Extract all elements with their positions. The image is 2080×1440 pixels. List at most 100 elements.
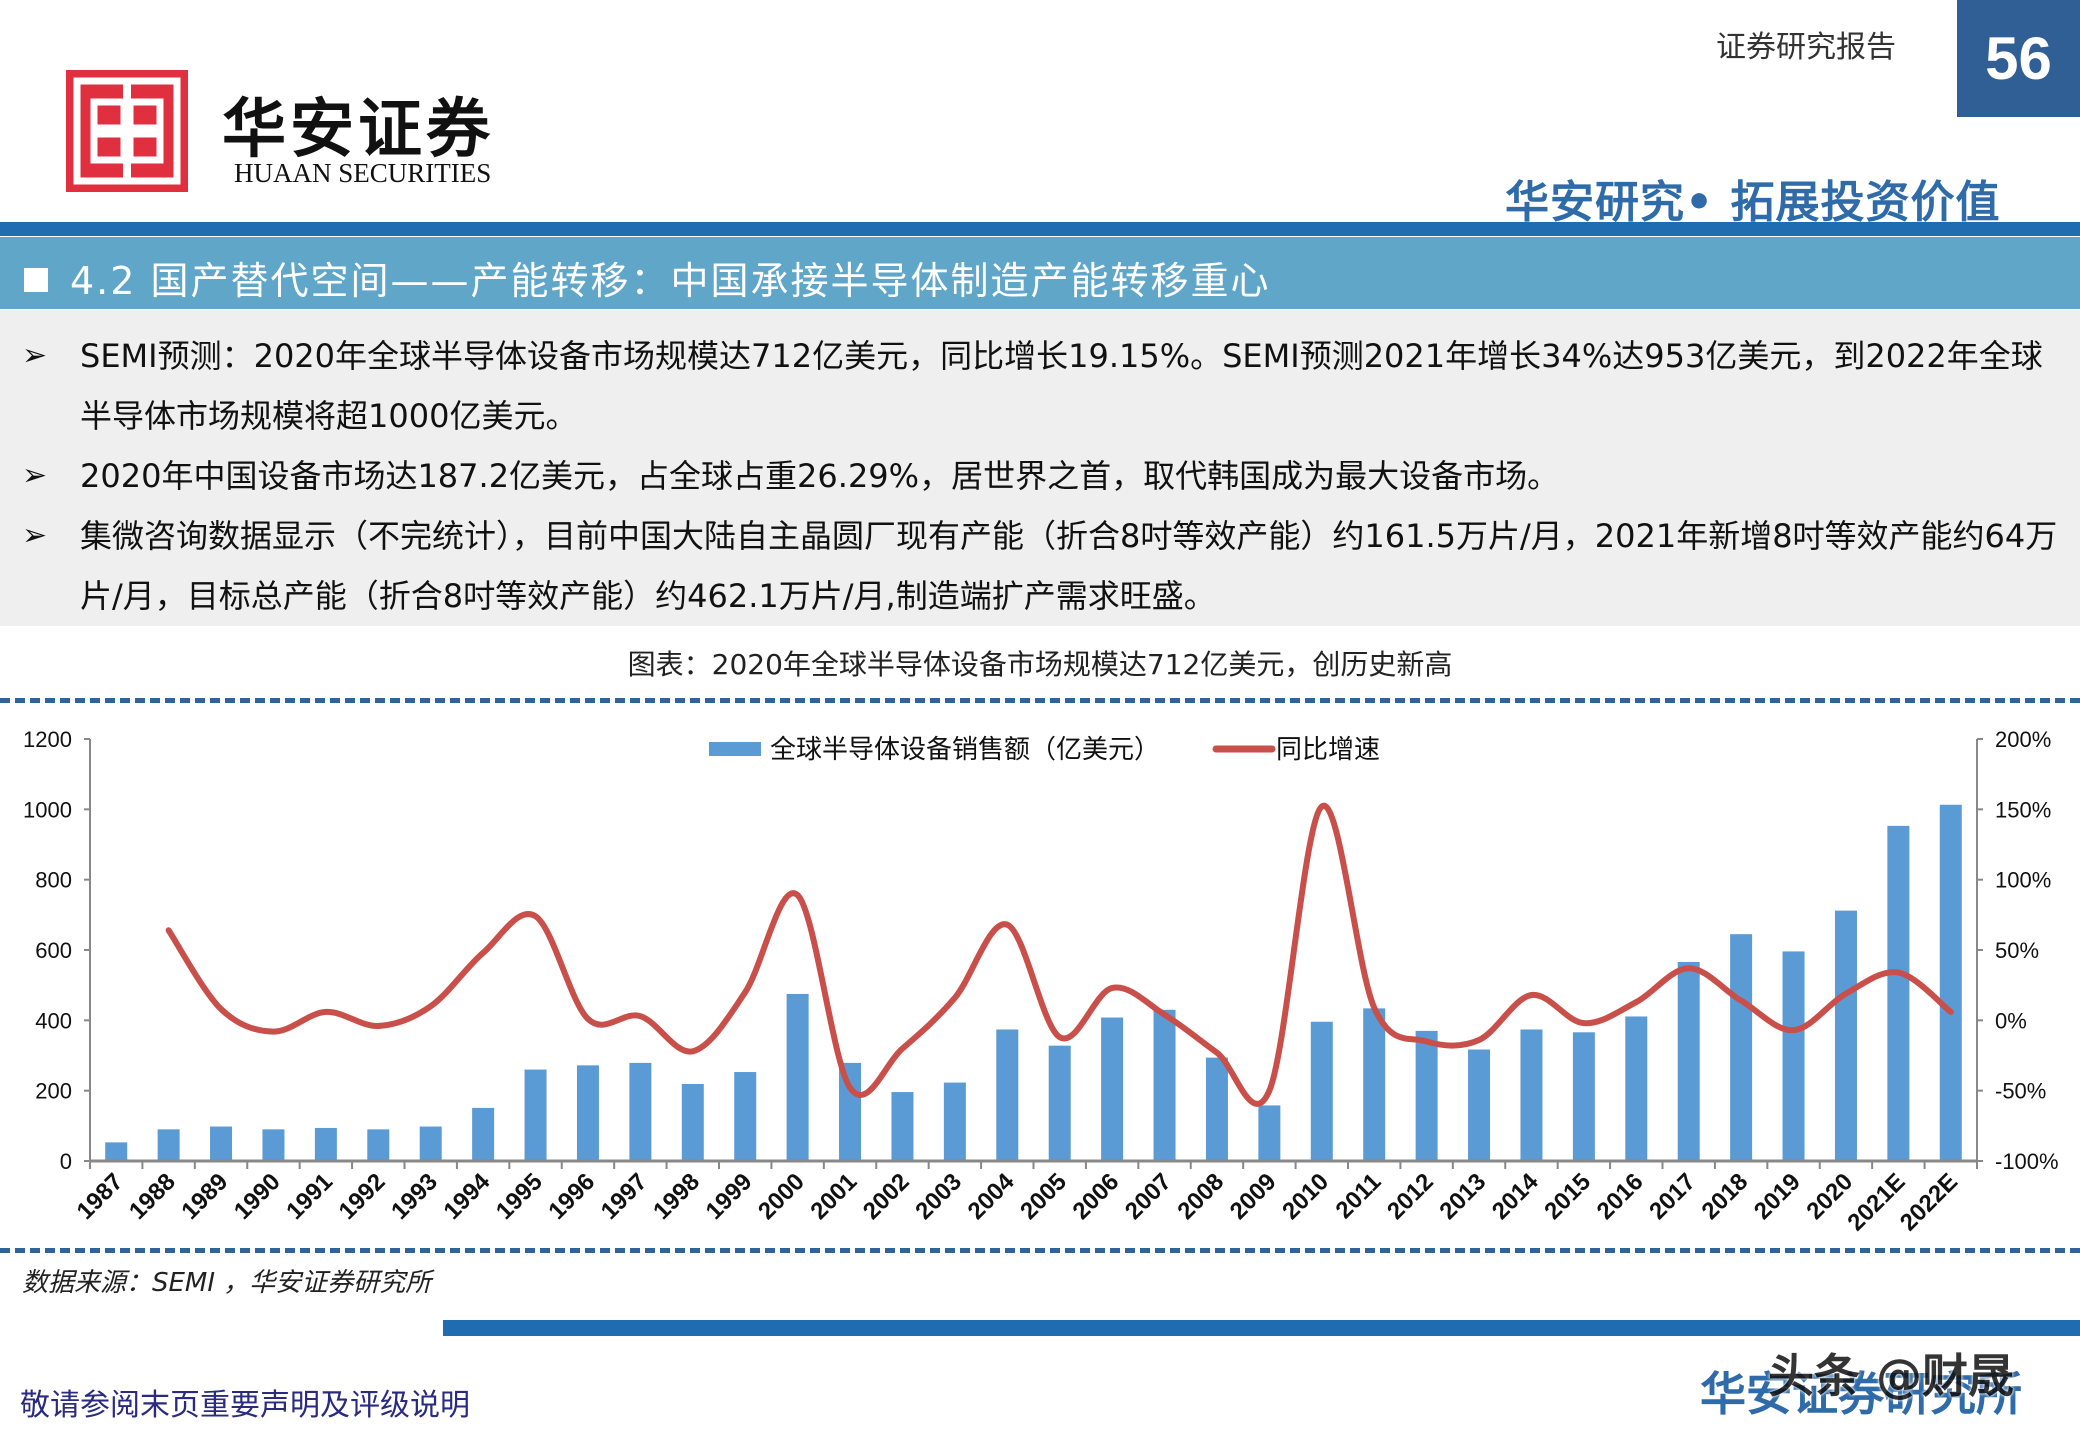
- footer-brand: 华安证券研究所: [1700, 1367, 2022, 1421]
- bar: [1625, 1016, 1648, 1161]
- legend-bar-label: 全球半导体设备销售额（亿美元）: [770, 734, 1160, 764]
- arrow-bullet-icon: ➢: [22, 518, 48, 553]
- huaan-logo-icon: [66, 70, 188, 192]
- bar: [1834, 910, 1857, 1161]
- y-tick-label: 1000: [23, 797, 72, 822]
- x-tick-label: 1999: [701, 1168, 758, 1225]
- x-tick-label: 1992: [334, 1168, 391, 1225]
- bullet-text: 2020年中国设备市场达187.2亿美元，占全球占重26.29%，居世界之首，取…: [80, 457, 1560, 495]
- y2-tick-label: 150%: [1995, 797, 2051, 822]
- section-title-text: 4.2 国产替代空间——产能转移：中国承接半导体制造产能转移重心: [70, 259, 1271, 303]
- x-tick-label: 2021E: [1842, 1168, 1910, 1236]
- x-tick-label: 2012: [1382, 1168, 1439, 1225]
- x-tick-label: 2003: [910, 1168, 967, 1225]
- disclaimer-link[interactable]: 敬请参阅末页重要声明及评级说明: [20, 1388, 470, 1423]
- bar: [839, 1062, 862, 1161]
- y-tick-label: 0: [60, 1149, 72, 1174]
- bar: [1101, 1017, 1124, 1161]
- bar: [1572, 1032, 1595, 1161]
- x-tick-label: 2002: [858, 1168, 915, 1225]
- y2-tick-label: -100%: [1995, 1149, 2059, 1174]
- legend-line-label: 同比增速: [1276, 734, 1380, 764]
- summary-box: ➢ SEMI预测：2020年全球半导体设备市场规模达712亿美元，同比增长19.…: [0, 310, 2080, 626]
- bar: [1310, 1021, 1333, 1161]
- bar: [1205, 1057, 1228, 1161]
- bar: [262, 1129, 285, 1161]
- bar: [1730, 934, 1753, 1161]
- y-tick-label: 400: [35, 1008, 72, 1033]
- bar: [681, 1083, 704, 1161]
- x-tick-label: 1998: [648, 1168, 705, 1225]
- bar: [629, 1062, 652, 1161]
- x-tick-label: 2008: [1172, 1168, 1229, 1225]
- logo-english-name: HUAAN SECURITIES: [234, 158, 492, 188]
- page-number-badge: 56: [1957, 0, 2080, 117]
- x-tick-label: 1987: [72, 1168, 129, 1225]
- bar: [734, 1072, 757, 1161]
- bar: [943, 1082, 966, 1161]
- x-tick-label: 2017: [1644, 1168, 1701, 1225]
- y2-tick-label: 50%: [1995, 938, 2039, 963]
- bar: [524, 1069, 547, 1161]
- bar: [1048, 1045, 1071, 1161]
- section-title: 4.2 国产替代空间——产能转移：中国承接半导体制造产能转移重心: [24, 250, 1271, 305]
- x-tick-label: 2018: [1697, 1168, 1754, 1225]
- bar: [1677, 961, 1700, 1161]
- bar: [1415, 1030, 1438, 1161]
- bar: [1520, 1029, 1543, 1161]
- y-tick-label: 600: [35, 938, 72, 963]
- page-number: 56: [1985, 25, 2052, 92]
- y2-tick-label: 100%: [1995, 868, 2051, 893]
- x-tick-label: 1994: [439, 1168, 496, 1225]
- x-tick-label: 2019: [1749, 1168, 1806, 1225]
- x-tick-label: 2014: [1487, 1168, 1544, 1225]
- arrow-bullet-icon: ➢: [22, 338, 48, 373]
- bar: [891, 1092, 914, 1161]
- bar: [1468, 1049, 1491, 1161]
- x-tick-label: 2015: [1539, 1168, 1596, 1225]
- bullet-text: SEMI预测：2020年全球半导体设备市场规模达712亿美元，同比增长19.15…: [80, 337, 2043, 435]
- bar: [472, 1107, 495, 1161]
- bar: [1363, 1008, 1386, 1161]
- y2-tick-label: -50%: [1995, 1079, 2046, 1104]
- x-tick-label: 1995: [491, 1168, 548, 1225]
- chart-caption: 图表：2020年全球半导体设备市场规模达712亿美元，创历史新高: [627, 648, 1453, 681]
- x-tick-label: 2006: [1068, 1168, 1125, 1225]
- dashed-divider-bottom: [0, 1248, 2080, 1253]
- x-tick-label: 2001: [805, 1168, 862, 1225]
- x-tick-label: 2016: [1592, 1168, 1649, 1225]
- bar: [1153, 1009, 1176, 1161]
- bar: [157, 1129, 180, 1161]
- combo-chart: 0 200 400 600 800 1000 1200 -100% -50% 0% 50% 100% 1…: [23, 727, 2059, 1236]
- y-tick-label: 1200: [23, 727, 72, 752]
- data-source: 数据来源：SEMI ，华安证券研究所: [22, 1268, 432, 1298]
- slogan: 华安研究• 拓展投资价值: [1505, 177, 2001, 228]
- x-tick-label: 1988: [124, 1168, 181, 1225]
- x-tick-label: 1990: [229, 1168, 286, 1225]
- footer-bar: [443, 1320, 2080, 1336]
- bullet-text: 集微咨询数据显示（不完统计），目前中国大陆自主晶圆厂现有产能（折合8吋等效产能）…: [80, 517, 2058, 615]
- x-tick-label: 2011: [1331, 1168, 1387, 1224]
- bar: [1887, 825, 1910, 1161]
- x-tick-label: 1991: [281, 1168, 338, 1225]
- y-tick-label: 800: [35, 868, 72, 893]
- bar: [1258, 1105, 1281, 1161]
- x-tick-label: 2013: [1434, 1168, 1491, 1225]
- y-tick-label: 200: [35, 1079, 72, 1104]
- bar: [419, 1126, 442, 1161]
- x-tick-label: 1996: [543, 1168, 600, 1225]
- bar: [786, 993, 809, 1161]
- x-tick-label: 1997: [596, 1168, 653, 1225]
- report-type-label: 证券研究报告: [1716, 30, 1896, 65]
- bar: [576, 1065, 599, 1161]
- bar: [314, 1127, 337, 1161]
- x-tick-label: 1989: [176, 1168, 233, 1225]
- x-tick-label: 2022E: [1895, 1168, 1963, 1236]
- y2-tick-label: 0%: [1995, 1008, 2027, 1033]
- section-header-bar: [0, 237, 2080, 309]
- bar: [105, 1142, 128, 1161]
- bar: [1782, 951, 1805, 1161]
- x-tick-label: 2004: [963, 1168, 1020, 1225]
- arrow-bullet-icon: ➢: [22, 458, 48, 493]
- y2-tick-label: 200%: [1995, 727, 2051, 752]
